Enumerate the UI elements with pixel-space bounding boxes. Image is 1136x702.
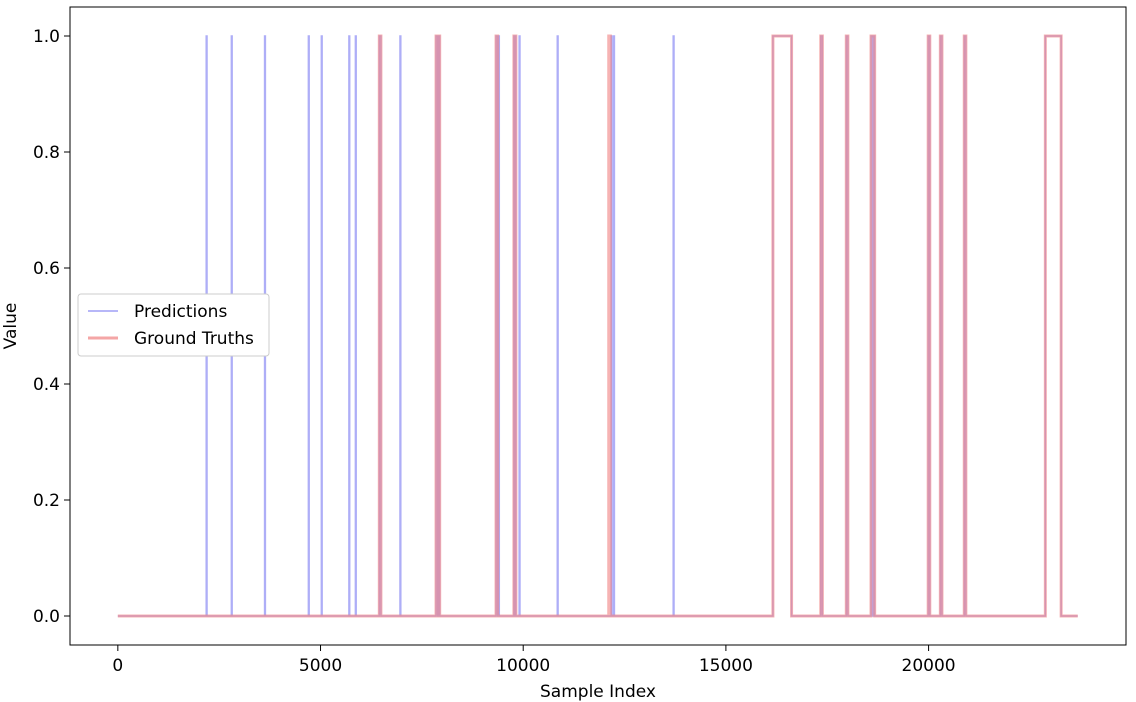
plot-frame xyxy=(69,6,1127,646)
series-line-ground-truths xyxy=(117,34,1078,618)
y-tick-label: 0.2 xyxy=(33,491,60,511)
x-tick-label: 15000 xyxy=(699,656,753,676)
x-tick-label: 5000 xyxy=(299,656,342,676)
y-axis-ticks: 0.0 0.2 0.4 0.6 0.8 1.0 xyxy=(33,27,70,627)
x-tick-label: 0 xyxy=(112,656,123,676)
legend-box xyxy=(77,293,270,357)
legend: Predictions Ground Truths xyxy=(77,293,270,357)
x-axis-label: Sample Index xyxy=(540,682,656,702)
legend-label-predictions: Predictions xyxy=(134,302,227,322)
x-tick-label: 10000 xyxy=(496,656,550,676)
y-tick-label: 0.6 xyxy=(33,259,60,279)
x-tick-label: 20000 xyxy=(902,656,956,676)
x-axis-ticks: 0 5000 10000 15000 20000 xyxy=(112,645,956,676)
y-tick-label: 0.0 xyxy=(33,607,60,627)
y-tick-label: 1.0 xyxy=(33,27,60,47)
legend-label-ground-truths: Ground Truths xyxy=(134,329,254,349)
plot-lines xyxy=(117,34,1078,618)
y-tick-label: 0.4 xyxy=(33,375,60,395)
y-axis-label: Value xyxy=(1,303,21,350)
y-tick-label: 0.8 xyxy=(33,143,60,163)
